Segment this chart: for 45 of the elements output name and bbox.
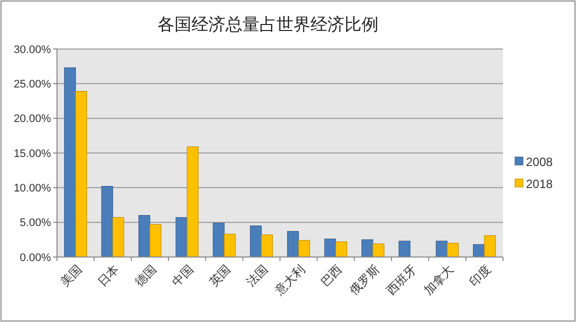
x-tick-label: 俄罗斯: [346, 262, 382, 298]
y-tick-label: 5.00%: [20, 217, 52, 230]
legend-label: 2008: [526, 155, 554, 170]
y-tick-label: 25.00%: [14, 78, 52, 91]
bar: [335, 241, 348, 258]
bar: [472, 244, 485, 258]
y-tick-label: 15.00%: [14, 148, 52, 160]
x-tick-label: 中国: [169, 262, 196, 290]
bar: [176, 217, 188, 258]
bar: [484, 235, 496, 258]
bar: [212, 222, 225, 258]
bar: [261, 234, 273, 258]
x-tick-label: 英国: [206, 262, 234, 290]
bar: [150, 224, 162, 258]
bar: [298, 240, 310, 258]
bar: [361, 239, 374, 258]
bar: [398, 240, 410, 258]
bar: [64, 67, 76, 258]
y-tick-label: 10.00%: [14, 182, 52, 195]
x-tick-label: 巴西: [318, 262, 345, 290]
bar: [112, 217, 124, 258]
bar: [287, 231, 299, 258]
x-tick-label: 日本: [94, 262, 122, 290]
bar: [224, 234, 236, 258]
legend-label: 2018: [526, 177, 554, 192]
x-tick-label: 法国: [244, 262, 271, 290]
y-tick-label: 0.00%: [20, 252, 52, 264]
x-tick-label: 印度: [466, 262, 494, 290]
x-tick-label: 加拿大: [420, 262, 456, 298]
x-tick-label: 西班牙: [384, 262, 420, 298]
bar: [186, 146, 199, 258]
y-tick-label: 30.00%: [14, 44, 52, 56]
x-tick-label: 美国: [58, 262, 85, 290]
bar: [324, 238, 336, 258]
bar: [138, 215, 150, 258]
chart-title: 各国经济总量占世界经济比例: [158, 15, 378, 34]
x-tick-label: 德国: [132, 262, 160, 290]
bar: [101, 186, 114, 258]
bar: [250, 226, 262, 258]
bar: [446, 242, 459, 258]
bar: [372, 244, 384, 258]
y-tick-label: 20.00%: [14, 113, 52, 126]
bar: [436, 240, 448, 258]
x-tick-label: 意大利: [272, 262, 308, 298]
bar: [75, 90, 88, 258]
